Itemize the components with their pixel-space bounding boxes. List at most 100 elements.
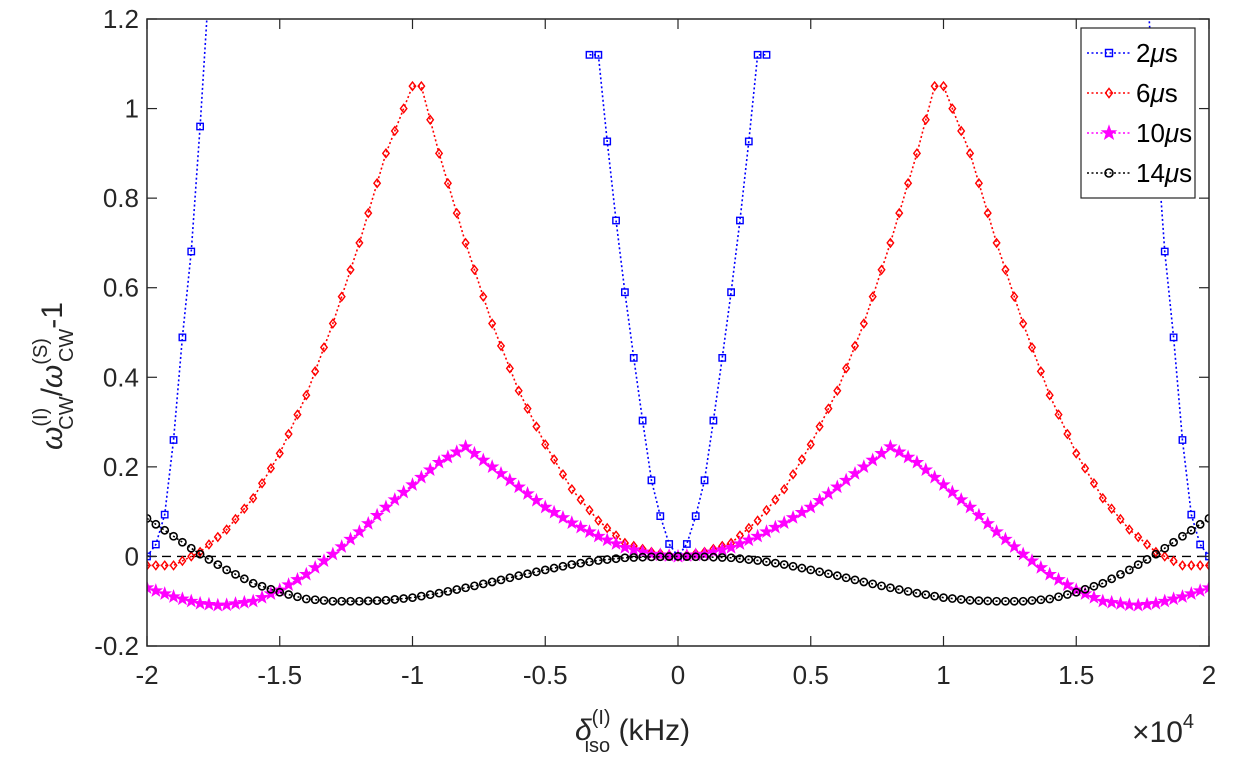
x-axis-multiplier: ×104: [1132, 711, 1194, 749]
series-6us-point: [815, 421, 824, 432]
series-6us-point: [859, 318, 868, 329]
series-14us-point: [788, 561, 798, 571]
legend-sample-6us-marker: [1104, 87, 1114, 99]
series-10us-point: [449, 444, 464, 459]
y-tick-label: 0.8: [103, 183, 139, 213]
series-10us-point: [945, 484, 960, 499]
legend-label-14us-unit: s: [1179, 158, 1192, 188]
series-10us-point: [440, 449, 456, 464]
series-10us-point: [750, 528, 765, 543]
series-2us-point: [629, 353, 638, 362]
series-14us-point: [682, 552, 692, 561]
series-14us-point: [753, 556, 763, 565]
series-6us-point: [762, 504, 771, 516]
series-10us-point: [732, 536, 748, 550]
series-10us-point: [1175, 589, 1190, 603]
series-14us-point: [169, 531, 178, 541]
legend-label-6us-mu: μ: [1149, 78, 1164, 108]
legend: 2μs 6μs 10μs 14μs: [1080, 27, 1196, 199]
series-6us-point: [1187, 560, 1196, 571]
series-14us-point: [293, 592, 302, 602]
series-2us-point: [638, 416, 647, 425]
x-tick-label: 0.5: [793, 660, 829, 690]
series-10us-point: [1033, 560, 1049, 574]
series-2us-point: [603, 137, 612, 146]
series-10us-point: [361, 515, 376, 530]
series-10us-point: [166, 589, 181, 603]
series-2us-point: [1160, 247, 1169, 256]
series-2us-point: [594, 50, 603, 59]
series-6us-point: [895, 207, 904, 219]
series-10us-point: [768, 519, 783, 534]
series-6us-point: [1063, 428, 1072, 440]
legend-label-10us: 10μs: [1136, 118, 1192, 148]
series-layer: [147, 19, 1209, 612]
series-14us-point: [558, 561, 568, 571]
x-axis-label-superscript: (I): [592, 707, 611, 729]
series-14us-point: [390, 595, 400, 604]
series-14us-point: [1054, 592, 1063, 602]
series-14us-point: [576, 558, 586, 568]
series-6us-point: [1204, 560, 1209, 571]
series-14us-point: [1089, 581, 1099, 591]
series-14us-point: [717, 553, 727, 562]
series-2us-point: [762, 50, 771, 59]
x-tick-label: 1: [936, 660, 950, 690]
series-14us-point: [204, 555, 214, 564]
series-6us-point: [488, 318, 497, 329]
y-tick-label: 0.4: [103, 362, 139, 392]
series-14us-point: [222, 565, 232, 575]
series-2us-point: [621, 288, 629, 297]
series-14us-point: [1151, 549, 1161, 559]
series-14us-point: [505, 573, 515, 583]
series-14us-point: [177, 537, 187, 547]
series-10us-point: [838, 472, 854, 487]
series-10us-point: [874, 445, 889, 460]
series-6us-point: [275, 448, 284, 459]
series-2us-point: [682, 540, 691, 548]
series-14us-point: [195, 549, 205, 559]
series-14us-point: [1186, 525, 1196, 535]
series-6us-point: [319, 342, 329, 353]
series-6us-point: [1116, 513, 1125, 525]
series-10us-point: [281, 577, 296, 591]
series-6us-point: [886, 237, 895, 249]
series-6us-point: [1098, 492, 1107, 504]
series-6us-point: [780, 483, 789, 495]
y-tick-label: -0.2: [94, 631, 139, 661]
series-10us-point: [369, 507, 385, 522]
series-14us-point: [213, 560, 223, 570]
series-10us-point: [520, 486, 535, 500]
series-10us-point: [900, 449, 916, 464]
x-multiplier-exponent: 4: [1183, 711, 1194, 733]
x-tick-label: 2: [1202, 660, 1216, 690]
series-10us-point: [865, 452, 880, 467]
series-6us-point: [939, 80, 948, 92]
x-multiplier-base: 10: [1150, 716, 1183, 749]
series-6us-point: [426, 114, 435, 126]
series-6us-point: [1125, 524, 1134, 535]
series-6us-point: [957, 125, 966, 137]
y-axis-label: ω(I) CW/ω(S) CW-1: [30, 302, 78, 450]
series-6us-point: [1089, 477, 1099, 489]
series-10us-point: [1166, 591, 1181, 606]
series-6us-point: [187, 551, 196, 562]
series-6us-point: [576, 494, 585, 506]
x-tick-label: 0: [671, 660, 685, 690]
series-10us-point: [564, 515, 580, 530]
series-6us-point: [744, 522, 753, 534]
series-6us-point: [1045, 389, 1054, 401]
legend-entries: [1087, 48, 1131, 178]
legend-label-2us-mu: μ: [1149, 38, 1164, 68]
series-6us-point: [1054, 409, 1063, 420]
series-14us-point: [257, 581, 267, 591]
series-14us-point: [797, 563, 807, 573]
series-10us-point: [883, 439, 898, 453]
series-6us-point: [284, 428, 293, 440]
series-2us-point: [151, 540, 160, 549]
series-14us-point: [514, 571, 524, 581]
series-14us-point: [381, 595, 391, 605]
series-14us-point: [319, 596, 329, 605]
series-14us-point: [894, 585, 904, 594]
series-14us-point: [611, 554, 621, 564]
